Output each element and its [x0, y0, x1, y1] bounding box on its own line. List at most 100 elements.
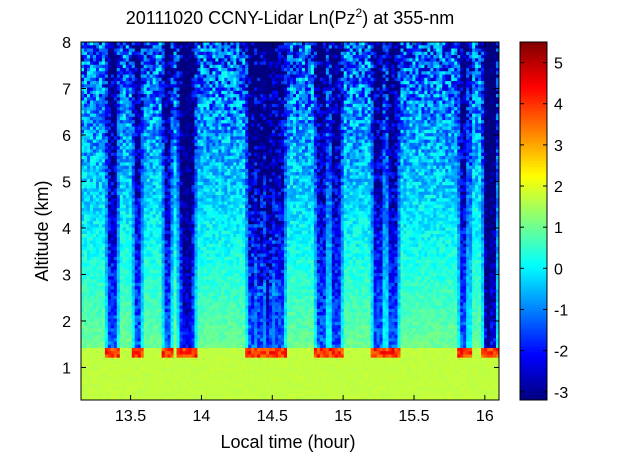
heatmap-cell: [230, 113, 234, 118]
heatmap-cell: [403, 116, 407, 121]
heatmap-cell: [469, 113, 473, 118]
heatmap-cell: [227, 152, 231, 157]
heatmap-cell: [248, 129, 252, 134]
heatmap-cell: [185, 152, 189, 157]
heatmap-cell: [209, 87, 213, 92]
heatmap-cell: [418, 133, 422, 137]
heatmap-cell: [263, 48, 267, 53]
heatmap-cell: [116, 146, 121, 150]
heatmap-cell: [295, 142, 300, 147]
heatmap-cell: [188, 97, 192, 101]
heatmap-cell: [304, 94, 309, 98]
heatmap-cell: [487, 107, 491, 111]
heatmap-cell: [98, 90, 103, 95]
heatmap-cell: [125, 71, 130, 75]
heatmap-cell: [182, 123, 186, 128]
heatmap-cell: [275, 71, 279, 75]
heatmap-cell: [86, 139, 91, 144]
heatmap-cell: [158, 113, 163, 118]
heatmap-cell: [322, 97, 327, 101]
heatmap-cell: [373, 146, 377, 150]
heatmap-cell: [167, 45, 171, 49]
heatmap-cell: [92, 146, 97, 150]
heatmap-cell: [98, 123, 103, 128]
heatmap-cell: [292, 155, 297, 160]
heatmap-cell: [454, 152, 458, 157]
heatmap-cell: [319, 120, 324, 124]
heatmap-cell: [427, 74, 431, 79]
heatmap-cell: [394, 123, 398, 128]
heatmap-cell: [86, 136, 91, 141]
heatmap-cell: [128, 152, 133, 157]
heatmap-cell: [89, 61, 94, 66]
heatmap-cell: [149, 126, 154, 131]
heatmap-cell: [493, 84, 497, 88]
heatmap-cell: [95, 149, 100, 154]
heatmap-cell: [218, 90, 222, 95]
heatmap-cell: [292, 90, 297, 95]
heatmap-cell: [242, 152, 246, 157]
heatmap-cell: [188, 90, 192, 95]
heatmap-cell: [212, 126, 216, 131]
heatmap-cell: [239, 48, 243, 53]
heatmap-cell: [457, 51, 461, 56]
heatmap-cell: [116, 120, 121, 124]
heatmap-cell: [298, 142, 303, 147]
heatmap-cell: [116, 55, 121, 59]
heatmap-cell: [89, 74, 94, 79]
heatmap-cell: [400, 123, 404, 128]
heatmap-cell: [352, 48, 357, 53]
heatmap-cell: [343, 94, 348, 98]
heatmap-cell: [242, 68, 246, 72]
heatmap-cell: [304, 155, 309, 160]
heatmap-cell: [224, 97, 228, 101]
heatmap-cell: [484, 107, 488, 111]
heatmap-cell: [379, 152, 383, 157]
heatmap-cell: [436, 139, 440, 144]
heatmap-cell: [143, 139, 148, 144]
heatmap-cell: [463, 123, 467, 128]
heatmap-cell: [266, 155, 270, 160]
heatmap-cell: [281, 116, 285, 121]
heatmap-cell: [412, 126, 416, 131]
heatmap-cell: [263, 77, 267, 82]
heatmap-cell: [454, 61, 458, 66]
heatmap-cell: [245, 97, 249, 101]
heatmap-cell: [167, 68, 171, 72]
heatmap-cell: [155, 149, 160, 154]
heatmap-cell: [490, 68, 494, 72]
heatmap-cell: [391, 129, 395, 134]
heatmap-cell: [251, 55, 255, 59]
heatmap-cell: [281, 142, 285, 147]
heatmap-cell: [466, 152, 470, 157]
heatmap-cell: [182, 84, 186, 88]
heatmap-cell: [98, 94, 103, 98]
heatmap-cell: [170, 51, 174, 56]
heatmap-cell: [475, 61, 479, 66]
heatmap-cell: [248, 55, 252, 59]
heatmap-cell: [290, 103, 294, 108]
heatmap-cell: [269, 90, 273, 95]
heatmap-cell: [385, 84, 389, 88]
heatmap-cell: [137, 61, 142, 66]
heatmap-cell: [331, 152, 336, 157]
heatmap-cell: [191, 126, 195, 131]
heatmap-cell: [328, 136, 333, 141]
heatmap-cell: [290, 81, 294, 85]
heatmap-cell: [206, 120, 210, 124]
heatmap-cell: [203, 123, 207, 128]
heatmap-cell: [92, 152, 97, 157]
heatmap-cell: [292, 116, 297, 121]
heatmap-cell: [179, 77, 183, 82]
heatmap-cell: [122, 155, 127, 160]
heatmap-cell: [278, 149, 282, 154]
heatmap-cell: [430, 149, 434, 154]
heatmap-cell: [149, 81, 154, 85]
heatmap-cell: [484, 116, 488, 121]
heatmap-cell: [325, 100, 330, 105]
heatmap-cell: [385, 87, 389, 92]
heatmap-cell: [131, 55, 136, 59]
heatmap-cell: [388, 120, 392, 124]
heatmap-cell: [104, 81, 109, 85]
heatmap-cell: [125, 116, 130, 121]
